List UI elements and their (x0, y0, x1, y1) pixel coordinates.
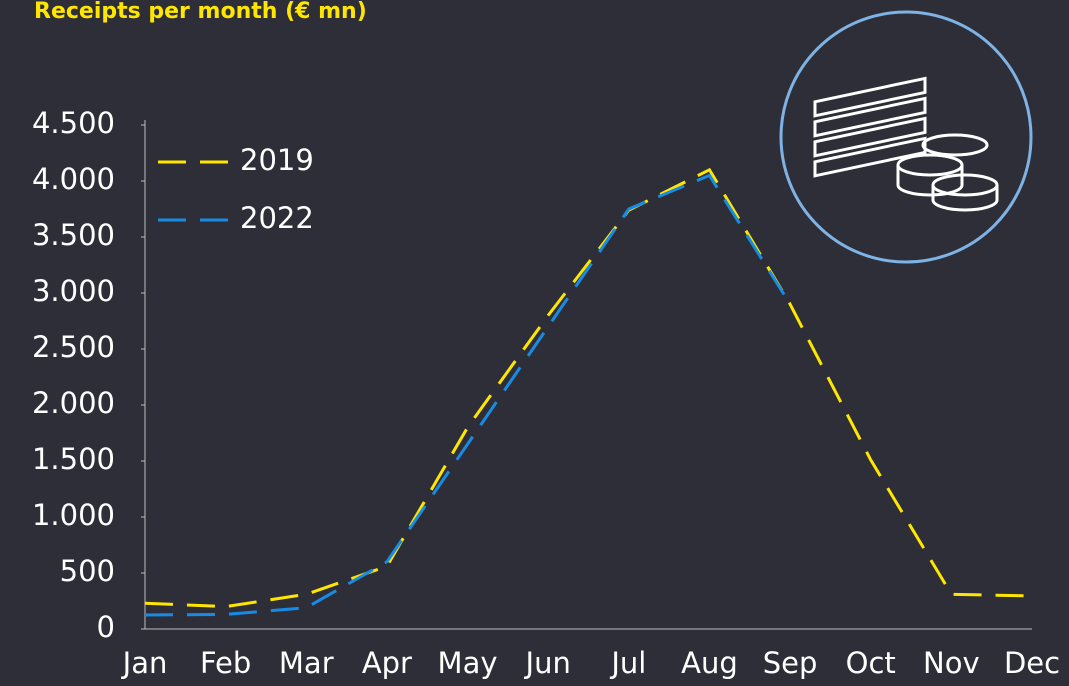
x-tick-label: Oct (846, 646, 896, 680)
y-tick-label: 2.000 (32, 386, 115, 420)
x-tick-label: Sep (763, 646, 818, 680)
y-tick-label: 500 (60, 554, 115, 588)
x-tick-label: Mar (279, 646, 334, 680)
legend-label: 2022 (240, 201, 314, 235)
x-tick-label: Jul (609, 646, 646, 680)
x-tick-label: Apr (362, 646, 412, 680)
y-tick-label: 4.500 (32, 106, 115, 140)
y-tick-label: 3.000 (32, 274, 115, 308)
money-icon (779, 10, 1033, 264)
x-tick-label: Jun (524, 646, 571, 680)
x-tick-label: Feb (200, 646, 251, 680)
y-tick-label: 0 (97, 610, 115, 644)
legend-label: 2019 (240, 143, 314, 177)
line-series (144, 167, 1033, 609)
chart-title: Receipts per month (€ mn) (34, 0, 367, 24)
y-tick-label: 2.500 (32, 330, 115, 364)
x-tick-label: Dec (1004, 646, 1060, 680)
x-tick-label: Nov (923, 646, 980, 680)
x-tick-label: May (438, 646, 498, 680)
y-tick-label: 3.500 (32, 218, 115, 252)
y-tick-label: 1.000 (32, 498, 115, 532)
x-tick-label: Aug (681, 646, 738, 680)
y-tick-label: 1.500 (32, 442, 115, 476)
line-series (144, 173, 792, 617)
x-tick-label: Jan (121, 646, 168, 680)
y-tick-label: 4.000 (32, 162, 115, 196)
